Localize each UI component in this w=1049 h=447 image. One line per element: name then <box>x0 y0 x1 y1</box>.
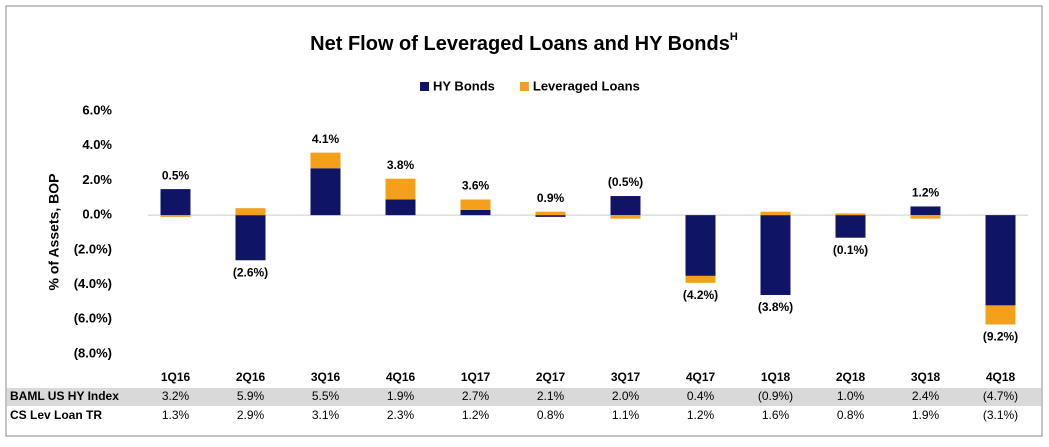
x-tick-label: 3Q16 <box>311 370 341 384</box>
chart-title: Net Flow of Leveraged Loans and HY Bonds… <box>310 31 738 55</box>
legend-label: HY Bonds <box>433 78 495 93</box>
x-tick-label: 4Q16 <box>386 370 416 384</box>
title-superscript: H <box>730 31 738 43</box>
table-cell: 1.6% <box>762 408 790 422</box>
x-tick-label: 1Q17 <box>461 370 491 384</box>
bar-label: (0.5%) <box>608 175 643 189</box>
bar-label: (3.8%) <box>758 300 793 314</box>
x-tick-label: 3Q17 <box>611 370 641 384</box>
bar-segment <box>760 215 791 295</box>
table-cell: 0.4% <box>687 389 715 403</box>
table-cell: 1.0% <box>837 389 865 403</box>
bar-label: 0.5% <box>162 168 190 182</box>
bar-segment <box>385 199 416 216</box>
bar-segment <box>160 215 191 217</box>
y-tick-label: (8.0%) <box>74 345 112 360</box>
table-cell: 2.1% <box>537 389 565 403</box>
table-cell: 1.2% <box>462 408 490 422</box>
bar-segment <box>310 152 341 169</box>
x-tick-label: 2Q17 <box>536 370 566 384</box>
y-tick-label: 4.0% <box>82 137 112 152</box>
table-cell: 2.4% <box>912 389 940 403</box>
bar-label: (4.2%) <box>683 288 718 302</box>
bar-label: 3.8% <box>387 158 415 172</box>
bar-segment <box>985 305 1016 325</box>
table-row-label: BAML US HY Index <box>10 389 119 403</box>
bar-segment <box>985 215 1016 306</box>
x-tick-label: 2Q18 <box>836 370 866 384</box>
table-cell: 2.9% <box>237 408 265 422</box>
bar-segment <box>910 215 941 219</box>
y-tick-label: (4.0%) <box>74 276 112 291</box>
title-text: Net Flow of Leveraged Loans and HY Bonds <box>310 33 730 55</box>
table-cell: 5.5% <box>312 389 340 403</box>
bar-segment <box>460 199 491 210</box>
chart-frame <box>5 5 1043 437</box>
bar-segment <box>460 209 491 216</box>
bar-label: (0.1%) <box>833 243 868 257</box>
bar-segment <box>610 215 641 219</box>
table-cell: 2.7% <box>462 389 490 403</box>
bar-label: 4.1% <box>312 132 340 146</box>
x-tick-label: 2Q16 <box>236 370 266 384</box>
table-cell: (4.7%) <box>983 389 1018 403</box>
bar-label: (2.6%) <box>233 265 268 279</box>
bar-segment <box>835 213 866 216</box>
bar-segment <box>910 206 941 216</box>
table-cell: 1.9% <box>912 408 940 422</box>
legend-swatch <box>519 82 529 91</box>
legend-label: Leveraged Loans <box>533 78 640 93</box>
table-cell: 2.3% <box>387 408 415 422</box>
table-cell: 3.2% <box>162 389 190 403</box>
bar-segment <box>235 208 266 216</box>
table-cell: 1.3% <box>162 408 190 422</box>
table-cell: 1.9% <box>387 389 415 403</box>
y-axis-title: % of Assets, BOP <box>46 174 62 291</box>
bar-segment <box>160 189 191 216</box>
bar-label: 1.2% <box>912 186 940 200</box>
bar-label: 3.6% <box>462 179 490 193</box>
bar-segment <box>610 196 641 216</box>
bar-segment <box>685 275 716 283</box>
bar-segment <box>535 211 566 216</box>
y-tick-label: 6.0% <box>82 102 112 117</box>
table-cell: 0.8% <box>537 408 565 422</box>
table-cell: 3.1% <box>312 408 340 422</box>
table-cell: 5.9% <box>237 389 265 403</box>
legend-swatch <box>420 82 429 91</box>
x-tick-label: 1Q16 <box>161 370 191 384</box>
table-cell: 1.2% <box>687 408 715 422</box>
table-row-label: CS Lev Loan TR <box>10 408 102 422</box>
x-tick-label: 1Q18 <box>761 370 791 384</box>
y-tick-label: (6.0%) <box>74 311 112 326</box>
x-tick-label: 4Q17 <box>686 370 716 384</box>
x-tick-label: 4Q18 <box>986 370 1016 384</box>
table-cell: 0.8% <box>837 408 865 422</box>
table-cell: 2.0% <box>612 389 640 403</box>
x-tick-label: 3Q18 <box>911 370 941 384</box>
bar-segment <box>235 215 266 261</box>
y-tick-label: 0.0% <box>82 207 112 222</box>
bar-segment <box>760 211 791 216</box>
bar-segment <box>685 215 716 276</box>
y-tick-label: 2.0% <box>82 172 112 187</box>
bar-segment <box>385 178 416 200</box>
bar-segment <box>835 215 866 238</box>
table-cell: (3.1%) <box>983 408 1018 422</box>
y-tick-label: (2.0%) <box>74 241 112 256</box>
table-row-bg <box>7 388 1041 406</box>
bar-segment <box>535 215 566 217</box>
bar-label: (9.2%) <box>983 330 1018 344</box>
bar-label: 0.9% <box>537 191 565 205</box>
table-cell: (0.9%) <box>758 389 793 403</box>
table-cell: 1.1% <box>612 408 640 422</box>
bar-segment <box>310 168 341 216</box>
